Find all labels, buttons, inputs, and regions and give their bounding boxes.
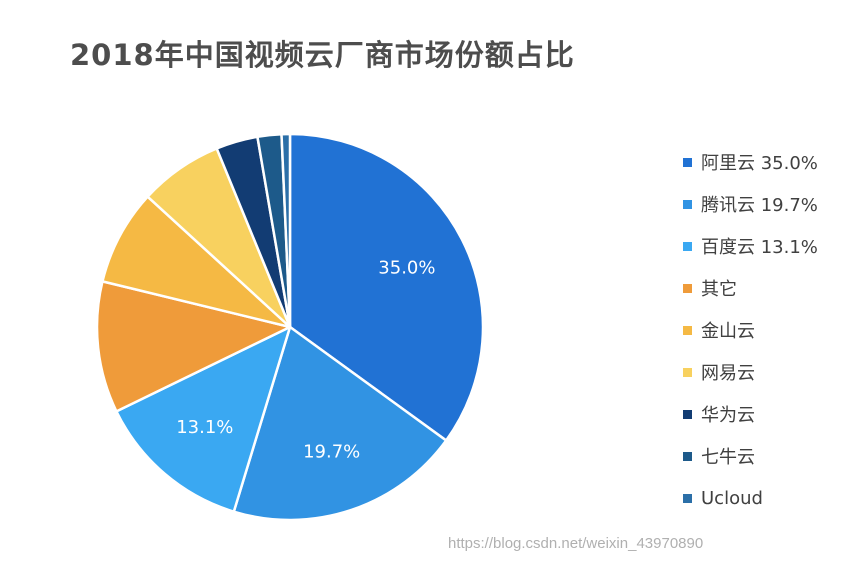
legend-swatch [683, 451, 692, 461]
legend-item-5: 网易云 [683, 351, 818, 393]
legend-item-4: 金山云 [683, 309, 818, 351]
pie-slices [95, 132, 485, 522]
legend-item-6: 华为云 [683, 393, 818, 435]
legend-swatch [683, 241, 692, 251]
legend-item-1: 腾讯云 19.7% [683, 183, 818, 225]
pie-data-labels: 35.0% 19.7% 13.1% [176, 257, 435, 462]
legend-label: 金山云 [701, 321, 755, 342]
legend-label: 腾讯云 19.7% [701, 195, 818, 216]
pie-slice-0 [288, 132, 485, 442]
pie-slice-2 [115, 325, 292, 513]
pie-slice-8 [280, 132, 292, 329]
legend-swatch [683, 409, 692, 419]
legend-item-2: 百度云 13.1% [683, 225, 818, 267]
legend-label: 阿里云 35.0% [701, 153, 818, 174]
pie-slice-1 [232, 325, 448, 522]
legend-label: 七牛云 [701, 447, 755, 468]
legend-swatch [683, 157, 692, 167]
legend-swatch [683, 283, 692, 293]
data-label-1: 19.7% [303, 441, 360, 462]
pie-slice-3 [95, 280, 292, 413]
legend-swatch [683, 199, 692, 209]
legend: 阿里云 35.0% 腾讯云 19.7% 百度云 13.1% 其它金山云网易云华为云七牛… [683, 141, 818, 519]
legend-item-3: 其它 [683, 267, 818, 309]
watermark-url: https://blog.csdn.net/weixin_43970890 [448, 535, 704, 552]
legend-label: 华为云 [701, 405, 755, 426]
legend-label: 其它 [701, 279, 737, 300]
legend-item-8: Ucloud [683, 477, 818, 519]
legend-swatch [683, 325, 692, 335]
legend-swatch [683, 367, 692, 377]
data-label-2: 13.1% [176, 417, 233, 438]
legend-label: 百度云 13.1% [701, 237, 818, 258]
pie-slice-4 [101, 195, 292, 329]
data-label-0: 35.0% [378, 257, 435, 278]
legend-swatch [683, 493, 692, 503]
legend-label: 网易云 [701, 363, 755, 384]
legend-item-0: 阿里云 35.0% [683, 141, 818, 183]
chart-title: 2018年中国视频云厂商市场份额占比 [70, 38, 575, 72]
legend-item-7: 七牛云 [683, 435, 818, 477]
legend-label: Ucloud [701, 487, 763, 509]
